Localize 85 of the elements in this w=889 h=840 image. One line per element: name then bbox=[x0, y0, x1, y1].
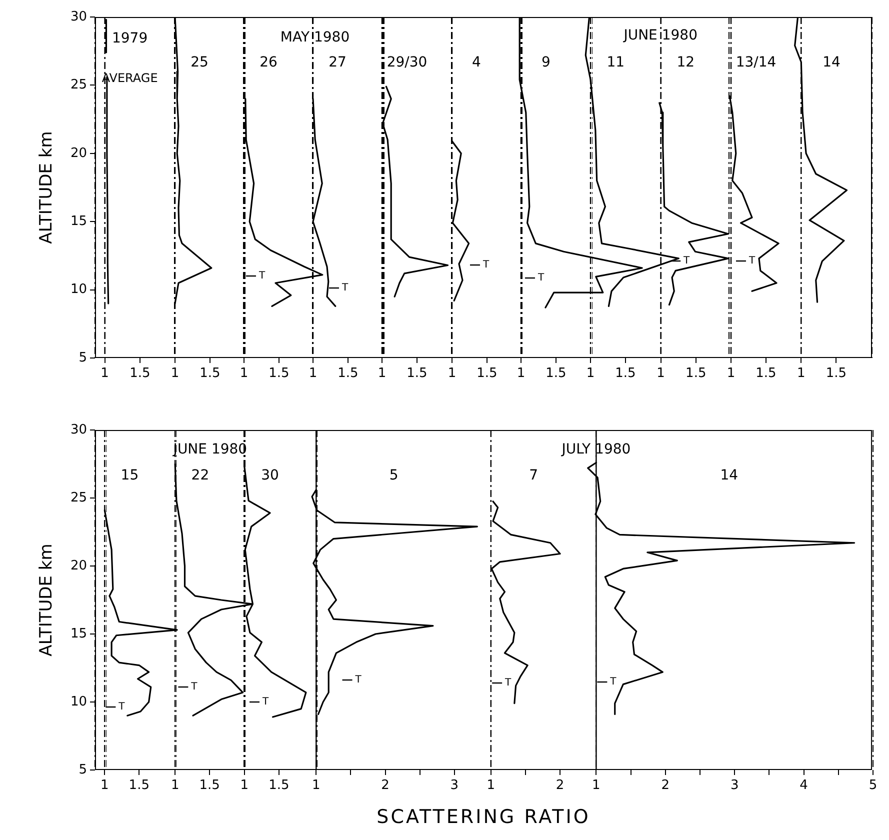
annotation: T bbox=[190, 682, 198, 693]
annotation: T bbox=[536, 272, 545, 284]
x-tick-label: 1 bbox=[657, 366, 666, 382]
y-tick-label: 5 bbox=[79, 762, 88, 778]
text: 12 bbox=[677, 54, 695, 71]
x-tick-label: 1 bbox=[486, 778, 495, 794]
x-tick-label: 1.5 bbox=[199, 778, 220, 794]
y-tick-label: 10 bbox=[70, 694, 88, 710]
text: 30 bbox=[262, 468, 280, 484]
text: 13/14 bbox=[736, 54, 776, 71]
x-tick-label: 1.5 bbox=[130, 366, 150, 382]
x-tick-label: 1.5 bbox=[406, 366, 428, 382]
x-tick-label: 4 bbox=[799, 778, 808, 794]
x-axis-title: SCATTERING RATIO bbox=[376, 806, 590, 828]
x-tick-label: 1.5 bbox=[268, 366, 290, 382]
annotation: T bbox=[682, 256, 691, 267]
x-tick-label: 1 bbox=[240, 366, 248, 382]
x-tick-label: 5 bbox=[868, 778, 877, 794]
x-tick-label: 2 bbox=[661, 778, 670, 794]
annotation: T bbox=[262, 696, 270, 708]
annotation: JUNE 1980 bbox=[623, 28, 698, 44]
x-tick-label: 1 bbox=[592, 778, 600, 794]
annotation: T bbox=[482, 260, 490, 271]
annotation: T bbox=[748, 256, 756, 267]
annotation: T bbox=[340, 282, 349, 294]
x-tick-label: 1.5 bbox=[476, 366, 498, 382]
x-tick-label: 1 bbox=[448, 366, 456, 382]
x-tick-label: 1.5 bbox=[756, 366, 776, 382]
x-tick-label: 3 bbox=[730, 778, 739, 794]
annotation: T bbox=[354, 674, 362, 686]
x-tick-label: 1.5 bbox=[616, 366, 636, 382]
x-tick-label: 1.5 bbox=[338, 366, 358, 382]
y-tick-label: 30 bbox=[70, 9, 88, 24]
x-tick-label: 1 bbox=[308, 366, 318, 382]
x-tick-label: 1 bbox=[100, 778, 110, 794]
y-axis-title: ALTITUDE km bbox=[36, 131, 57, 244]
text: 1979 bbox=[112, 30, 148, 47]
y-tick-label: 15 bbox=[70, 214, 88, 229]
x-tick-label: 1 bbox=[586, 366, 596, 382]
text: 27 bbox=[328, 54, 346, 71]
text: AVERAGE bbox=[102, 71, 158, 86]
x-tick-label: 1.5 bbox=[826, 366, 847, 382]
text: 15 bbox=[121, 468, 139, 484]
text: 14 bbox=[822, 54, 840, 71]
x-tick-label: 1 bbox=[170, 778, 180, 794]
y-axis-title: ALTITUDE km bbox=[36, 544, 57, 656]
x-tick-label: 1 bbox=[312, 778, 320, 794]
y-tick-label: 20 bbox=[70, 558, 88, 574]
x-tick-label: 1 bbox=[170, 366, 180, 382]
x-tick-label: 3 bbox=[450, 778, 458, 794]
annotation: T bbox=[504, 678, 512, 689]
x-tick-label: 1.5 bbox=[686, 366, 707, 382]
annotation: T bbox=[258, 270, 266, 282]
text: 7 bbox=[529, 468, 538, 484]
text: 11 bbox=[607, 54, 625, 71]
text: 26 bbox=[260, 54, 278, 71]
x-tick-label: 1 bbox=[726, 366, 736, 382]
text: 5 bbox=[389, 468, 398, 484]
annotation: T bbox=[118, 702, 126, 713]
y-tick-label: 25 bbox=[70, 78, 88, 93]
text: 22 bbox=[191, 468, 209, 484]
text: 29/30 bbox=[386, 54, 428, 71]
y-tick-label: 30 bbox=[70, 422, 88, 438]
x-tick-label: 1.5 bbox=[200, 366, 220, 382]
x-tick-label: 1 bbox=[240, 778, 250, 794]
x-tick-label: 1.5 bbox=[269, 778, 290, 794]
text: 25 bbox=[190, 54, 208, 71]
x-tick-label: 1 bbox=[378, 366, 386, 382]
text: 9 bbox=[542, 54, 550, 71]
x-tick-label: 1 bbox=[100, 366, 110, 382]
annotation: MAY 1980 bbox=[280, 30, 350, 46]
y-tick-label: 25 bbox=[70, 490, 88, 506]
annotation: T bbox=[608, 676, 617, 688]
y-tick-label: 15 bbox=[70, 626, 88, 642]
y-tick-label: 10 bbox=[70, 282, 88, 298]
x-tick-label: 2 bbox=[380, 778, 390, 794]
x-tick-label: 1 bbox=[516, 366, 526, 382]
x-tick-label: 2 bbox=[556, 778, 564, 794]
x-tick-label: 1.5 bbox=[129, 778, 150, 794]
y-tick-label: 20 bbox=[70, 146, 88, 161]
x-tick-label: 1 bbox=[797, 366, 806, 382]
text: 14 bbox=[720, 468, 738, 484]
x-tick-label: 1.5 bbox=[546, 366, 566, 382]
y-tick-label: 5 bbox=[78, 350, 88, 366]
text: 4 bbox=[472, 54, 482, 71]
